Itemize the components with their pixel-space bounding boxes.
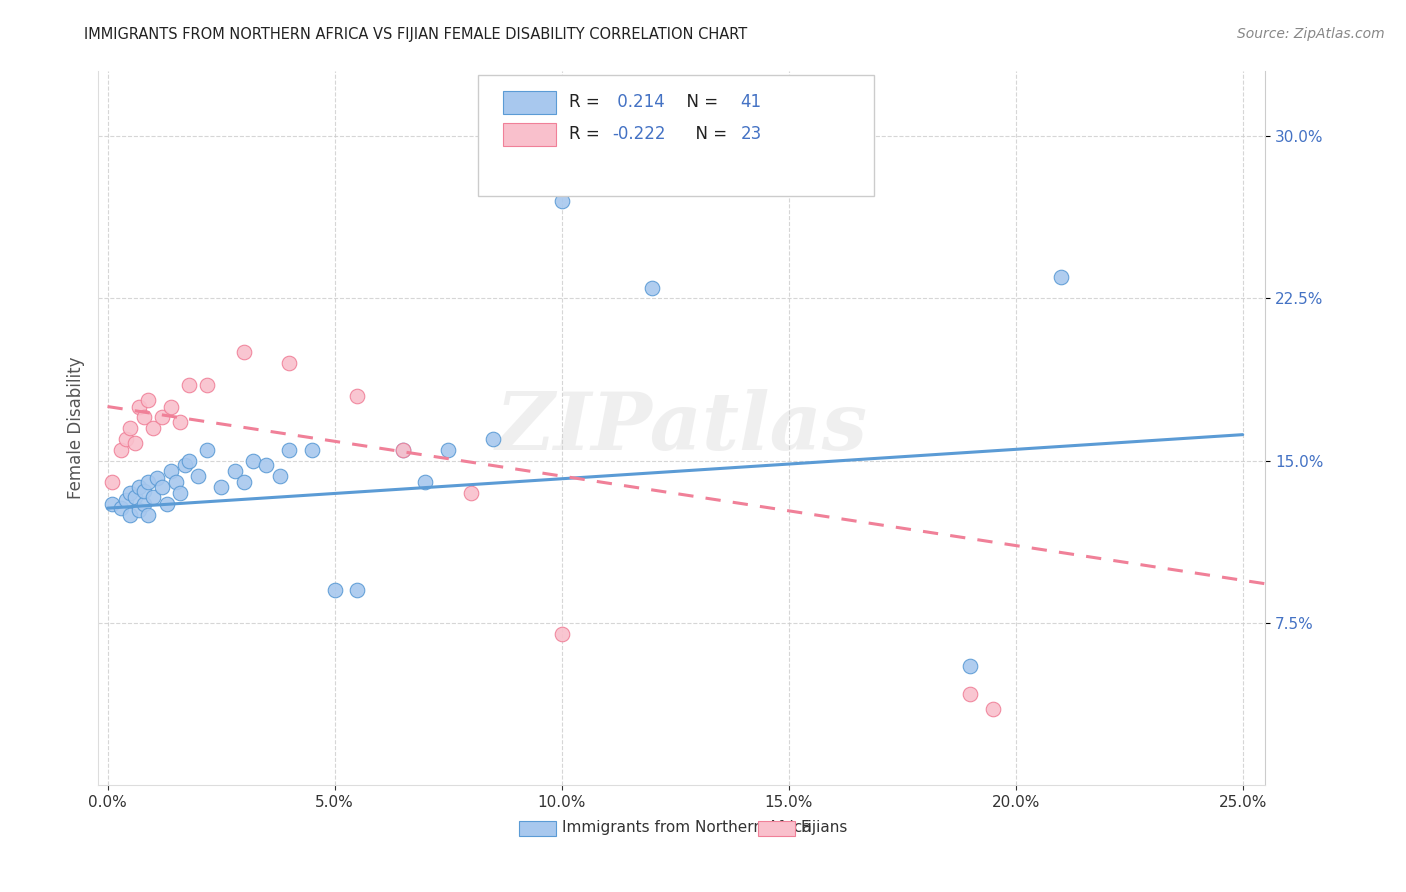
Point [101,497,124,511]
Point [169,486,191,500]
Point [981,702,1004,716]
Y-axis label: Female Disability: Female Disability [66,357,84,500]
Point [242,453,264,467]
Text: 23: 23 [741,125,762,143]
Point [550,194,572,208]
Point [197,442,219,457]
Point [142,421,165,435]
Text: Source: ZipAtlas.com: Source: ZipAtlas.com [1237,27,1385,41]
Text: Immigrants from Northern Africa: Immigrants from Northern Africa [562,821,811,835]
Point [232,475,254,490]
Point [197,378,219,392]
Point [641,280,664,294]
Point [160,464,183,478]
Point [120,421,142,435]
Point [254,458,277,472]
Point [179,453,201,467]
Point [1050,269,1073,284]
Point [323,583,346,598]
Point [120,486,142,500]
Point [550,626,572,640]
Point [120,508,142,522]
Point [232,345,254,359]
Point [187,468,209,483]
FancyBboxPatch shape [503,123,555,146]
Point [110,501,132,516]
Point [110,442,132,457]
Point [114,492,136,507]
Point [128,400,150,414]
Point [138,508,160,522]
FancyBboxPatch shape [503,91,555,114]
Text: R =: R = [568,93,605,111]
Point [437,442,460,457]
Point [128,479,150,493]
Text: IMMIGRANTS FROM NORTHERN AFRICA VS FIJIAN FEMALE DISABILITY CORRELATION CHART: IMMIGRANTS FROM NORTHERN AFRICA VS FIJIA… [84,27,748,42]
Point [169,415,191,429]
Point [278,442,301,457]
Point [269,468,291,483]
Point [132,497,155,511]
Text: 0.214: 0.214 [612,93,665,111]
Point [150,479,173,493]
Point [114,432,136,446]
Point [460,486,482,500]
Point [278,356,301,370]
Text: R =: R = [568,125,605,143]
Point [346,583,368,598]
Point [138,392,160,407]
Point [165,475,187,490]
Point [346,389,368,403]
Point [179,378,201,392]
Point [155,497,177,511]
Point [160,400,183,414]
Point [959,687,981,701]
FancyBboxPatch shape [758,821,796,837]
Point [224,464,246,478]
Point [146,471,169,485]
Point [391,442,413,457]
Point [132,483,155,498]
Text: ZIPatlas: ZIPatlas [496,390,868,467]
Point [173,458,195,472]
Point [959,659,981,673]
Text: N =: N = [676,93,724,111]
Point [138,475,160,490]
Text: N =: N = [685,125,733,143]
Point [124,436,146,450]
Text: Fijians: Fijians [801,821,848,835]
Point [124,491,146,505]
Point [150,410,173,425]
Point [482,432,505,446]
Point [415,475,437,490]
Point [142,491,165,505]
Point [391,442,413,457]
Text: -0.222: -0.222 [612,125,665,143]
Point [101,475,124,490]
Point [301,442,323,457]
FancyBboxPatch shape [478,75,875,196]
FancyBboxPatch shape [519,821,555,837]
Point [209,479,232,493]
Point [641,161,664,176]
Point [132,410,155,425]
Point [128,503,150,517]
Text: 41: 41 [741,93,762,111]
